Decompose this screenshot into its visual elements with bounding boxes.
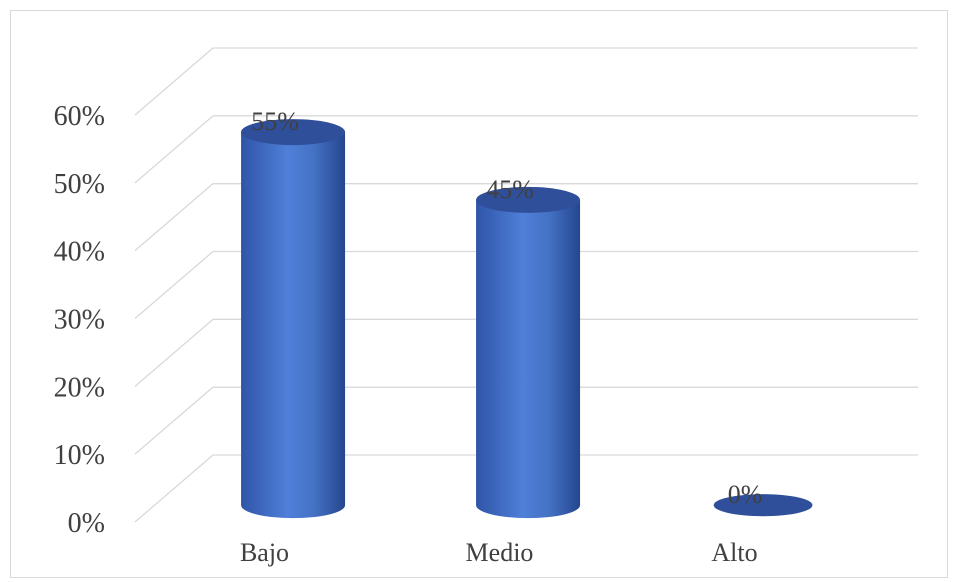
data-label: 0% bbox=[728, 480, 763, 509]
y-tick-label: 50% bbox=[54, 169, 105, 200]
gridline-side bbox=[134, 318, 214, 387]
gridline-side bbox=[134, 454, 214, 523]
gridline-side bbox=[134, 386, 214, 455]
label-layer: 55% Bajo 45% Medio 0% Alto bbox=[240, 107, 762, 567]
bar-medio bbox=[476, 186, 581, 519]
gridline-side bbox=[134, 115, 214, 184]
bar-top bbox=[241, 119, 346, 146]
gridline-side bbox=[134, 183, 214, 252]
gridline-side bbox=[134, 47, 214, 116]
y-tick-label: 60% bbox=[54, 101, 105, 132]
data-label: 45% bbox=[486, 175, 534, 204]
bar-alto bbox=[713, 494, 813, 517]
bar-layer bbox=[241, 119, 813, 519]
y-tick-label: 10% bbox=[54, 440, 105, 471]
y-tick-label: 40% bbox=[54, 237, 105, 268]
gridline-side bbox=[134, 251, 214, 319]
bar-body bbox=[476, 199, 581, 519]
y-axis: 0% 10% 20% 30% 40% 50% 60% bbox=[54, 101, 105, 539]
bar-bajo bbox=[241, 119, 346, 519]
x-tick-label: Medio bbox=[466, 538, 534, 567]
y-tick-label: 20% bbox=[54, 372, 105, 403]
bar-top bbox=[476, 186, 581, 213]
x-tick-label: Alto bbox=[711, 538, 757, 567]
data-label: 55% bbox=[251, 107, 299, 136]
x-tick-label: Bajo bbox=[240, 538, 289, 567]
bar-body bbox=[241, 132, 346, 519]
y-tick-label: 0% bbox=[68, 508, 105, 539]
bar-top bbox=[713, 494, 813, 517]
y-tick-label: 30% bbox=[54, 305, 105, 336]
